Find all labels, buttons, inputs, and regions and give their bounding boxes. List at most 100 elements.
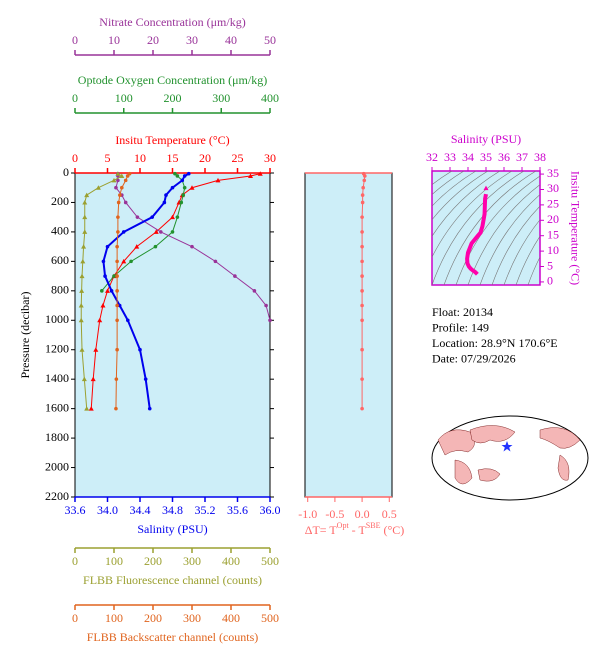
y-tick-label: 1000 (45, 312, 69, 326)
data-point (362, 178, 367, 183)
y-tick-label: 2200 (45, 489, 69, 503)
x-axis-title: Insitu Temperature (°C) (115, 133, 229, 147)
data-point (360, 215, 364, 219)
data-point (100, 289, 104, 293)
x-axis-title: Optode Oxygen Concentration (μm/kg) (78, 73, 267, 87)
x-tick-label: 38 (534, 150, 546, 164)
y-axis-title: Pressure (decibar) (18, 292, 32, 379)
data-point (78, 317, 84, 323)
world-map (431, 415, 589, 501)
x-tick-label: 35.2 (195, 503, 216, 517)
label-part: SBE (366, 521, 381, 530)
info-line: Location: 28.9°N 170.6°E (432, 336, 558, 350)
data-point (82, 199, 88, 205)
x-tick-label: -1.0 (298, 507, 317, 521)
data-point (175, 215, 180, 219)
isopycnal (527, 256, 540, 285)
data-point (82, 229, 88, 234)
data-point (118, 193, 122, 197)
y-tick-label: 2000 (45, 459, 69, 473)
x-tick-label: 10 (134, 151, 146, 165)
y-tick-label: 15 (547, 227, 559, 241)
data-point (115, 303, 119, 308)
data-point (138, 347, 142, 352)
data-point (90, 376, 96, 382)
data-point (170, 230, 175, 234)
data-point (81, 376, 87, 382)
x-tick-label: 37 (516, 150, 528, 164)
data-point (189, 185, 195, 190)
x-tick-label: 34.0 (97, 503, 118, 517)
plot-area (304, 172, 393, 498)
data-point (115, 259, 119, 264)
data-point (360, 244, 364, 249)
isopycnal (432, 171, 513, 258)
isopycnal (467, 184, 540, 285)
x-tick-label: 20 (147, 33, 159, 47)
data-point (360, 193, 365, 197)
x-tick-label: 50 (264, 33, 276, 47)
data-point (264, 303, 268, 308)
data-point (233, 274, 237, 278)
data-point (186, 171, 191, 176)
data-point (117, 303, 122, 308)
x-tick-label: 25 (232, 151, 244, 165)
data-point (173, 171, 177, 176)
isopycnal (588, 161, 609, 285)
data-point (363, 174, 367, 178)
x-tick-label: 35 (480, 150, 492, 164)
data-point (182, 174, 187, 178)
x-tick-label: -0.5 (325, 507, 344, 521)
x-tick-label: 300 (183, 611, 201, 625)
data-point (360, 274, 364, 278)
x-tick-label: 100 (115, 91, 133, 105)
data-point (105, 244, 110, 249)
isopycnal (491, 205, 540, 285)
x-tick-label: 30 (186, 33, 198, 47)
data-point (252, 289, 257, 293)
data-point (360, 200, 365, 205)
x-tick-label: 20 (199, 151, 211, 165)
x-tick-label: 400 (222, 554, 240, 568)
isopycnal (479, 194, 540, 285)
y-tick-label: 5 (547, 258, 553, 272)
data-point (79, 288, 85, 293)
x-tick-label: 300 (212, 91, 230, 105)
data-point (170, 214, 175, 220)
x-tick-label: 33.6 (65, 503, 86, 517)
y-tick-label: 10 (547, 243, 559, 257)
y-tick-label: 200 (51, 194, 69, 208)
data-point (170, 185, 175, 190)
data-point (134, 244, 140, 249)
y-tick-label: 1400 (45, 371, 69, 385)
data-point (112, 274, 116, 278)
x-tick-label: 0 (72, 554, 78, 568)
info-line: Float: 20134 (432, 305, 493, 319)
data-point (360, 406, 364, 411)
data-point (81, 244, 87, 249)
data-point (123, 200, 128, 205)
data-point (150, 215, 154, 219)
data-point (119, 173, 125, 178)
y-tick-label: 400 (51, 224, 69, 238)
isopycnal (432, 171, 489, 221)
isopycnal (432, 171, 465, 195)
label-part: (°C) (380, 523, 404, 537)
x-tick-label: 33 (444, 150, 456, 164)
x-tick-label: 35.6 (227, 503, 248, 517)
isopycnal (432, 171, 501, 237)
data-point (159, 230, 163, 234)
data-point (360, 318, 364, 323)
data-point (257, 171, 263, 176)
data-point (182, 185, 187, 190)
data-point (248, 173, 253, 178)
data-point (97, 317, 103, 323)
y-tick-label: 0 (547, 274, 553, 288)
x-tick-label: 200 (144, 554, 162, 568)
x-tick-label: 0.5 (382, 507, 397, 521)
data-point (175, 174, 180, 178)
x-tick-label: 32 (426, 150, 438, 164)
data-point (129, 259, 133, 264)
y-tick-label: 25 (547, 197, 559, 211)
x-tick-label: 5 (105, 151, 111, 165)
